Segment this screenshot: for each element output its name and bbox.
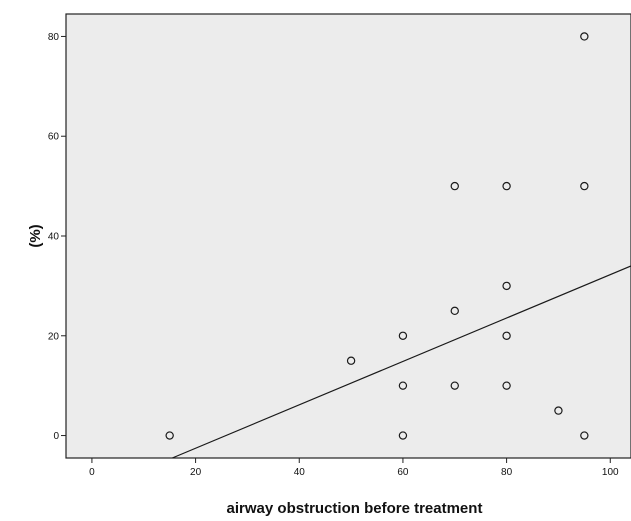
data-point [580, 181, 589, 191]
data-points [165, 32, 589, 440]
x-tick-label: 80 [501, 467, 513, 478]
data-point [450, 181, 459, 191]
data-point [502, 381, 511, 390]
data-point [398, 331, 408, 340]
y-ticks: 0 20 40 60 80 [48, 32, 66, 442]
x-tick-label: 0 [89, 467, 95, 478]
y-tick-label: 40 [48, 232, 60, 243]
data-point [502, 181, 511, 191]
y-tick-label: 0 [53, 431, 59, 442]
y-tick-label: 20 [48, 331, 60, 342]
data-point [165, 431, 174, 440]
x-tick-label: 20 [190, 467, 202, 478]
data-point [580, 431, 589, 440]
data-point [450, 381, 459, 390]
x-axis-title: airway obstruction before treatment [227, 500, 483, 517]
data-point [346, 356, 356, 365]
x-tick-label: 40 [294, 467, 306, 478]
data-point [450, 306, 459, 316]
data-point [398, 431, 408, 440]
y-tick-label: 60 [48, 132, 60, 143]
x-tick-label: 100 [602, 467, 619, 478]
data-point [502, 331, 511, 340]
regression-line [172, 265, 631, 459]
data-point [554, 406, 563, 415]
data-point [580, 32, 589, 41]
data-point [502, 281, 511, 291]
y-axis-title: (%) [27, 224, 44, 247]
y-tick-label: 80 [48, 32, 60, 43]
x-tick-label: 60 [397, 467, 409, 478]
data-point [398, 381, 408, 390]
x-ticks: 0 20 40 60 80 100 [89, 458, 619, 478]
plot-area [65, 13, 631, 459]
